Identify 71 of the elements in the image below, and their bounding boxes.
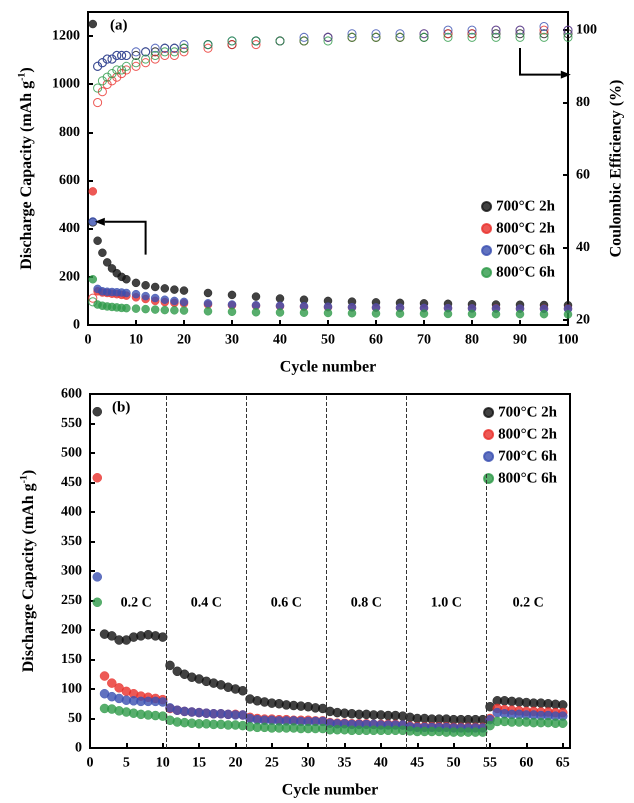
legend-label: 800°C 2h bbox=[496, 220, 556, 236]
x-tick-label: 60 bbox=[519, 756, 534, 770]
y-tick-label: 200 bbox=[61, 622, 82, 638]
x-tick-label: 0 bbox=[86, 756, 94, 770]
x-tick-label: 45 bbox=[410, 756, 424, 770]
legend-label: 800°C 6h bbox=[498, 470, 558, 486]
annotation: (a) bbox=[110, 18, 128, 34]
x-tick-label: 35 bbox=[338, 756, 352, 770]
y2-tick-label: 100 bbox=[576, 22, 597, 38]
y-tick-label: 0 bbox=[73, 318, 80, 332]
legend-label: 700°C 2h bbox=[496, 198, 556, 214]
y-tick-label: 100 bbox=[61, 682, 82, 696]
x-tick-label: 70 bbox=[417, 332, 431, 348]
legend-label: 800°C 2h bbox=[498, 426, 558, 442]
x-tick-label: 5 bbox=[122, 756, 130, 770]
y-tick-label: 350 bbox=[61, 534, 82, 549]
x-tick-label: 40 bbox=[374, 756, 388, 770]
y2-tick-label: 80 bbox=[576, 95, 590, 110]
x-tick-label: 15 bbox=[192, 756, 206, 770]
y-tick-label: 0 bbox=[75, 740, 82, 756]
x-tick-label: 10 bbox=[129, 332, 143, 348]
y-tick-label: 250 bbox=[61, 593, 82, 608]
x-tick-label: 30 bbox=[225, 332, 239, 348]
y-tick-label: 600 bbox=[61, 386, 82, 402]
x-tick-label: 30 bbox=[301, 756, 316, 770]
x-tick-label: 55 bbox=[483, 756, 497, 770]
y-tick-label: 200 bbox=[59, 269, 80, 284]
x-tick-label: 20 bbox=[228, 756, 242, 770]
annotation: 0.2 C bbox=[120, 595, 152, 610]
y-tick-label: 800 bbox=[59, 124, 80, 140]
annotation: 0.2 C bbox=[512, 595, 544, 610]
annotation: 0.6 C bbox=[270, 595, 302, 610]
y-tick-label: 550 bbox=[61, 416, 82, 431]
y-tick-label: 50 bbox=[68, 711, 82, 726]
annotation: 1.0 C bbox=[430, 595, 462, 610]
y-tick-label: 450 bbox=[61, 475, 82, 490]
y2-axis-title: Coulombic Efficiency (%) bbox=[608, 80, 624, 258]
x-tick-label: 10 bbox=[156, 756, 170, 770]
annotation: 0.8 C bbox=[350, 595, 382, 610]
annotation: (b) bbox=[112, 400, 130, 416]
y-tick-label: 400 bbox=[61, 504, 82, 520]
x-tick-label: 100 bbox=[558, 332, 578, 348]
x-axis-title: Cycle number bbox=[282, 782, 378, 798]
x-tick-label: 50 bbox=[446, 756, 461, 770]
y-axis-title: Discharge Capacity (mAh g-1) bbox=[18, 470, 37, 672]
legend-label: 700°C 2h bbox=[498, 404, 558, 420]
x-tick-label: 90 bbox=[513, 332, 527, 348]
x-tick-label: 50 bbox=[321, 332, 335, 348]
x-tick-label: 25 bbox=[264, 756, 279, 770]
legend-label: 700°C 6h bbox=[498, 448, 558, 464]
y-tick-label: 500 bbox=[61, 446, 82, 460]
x-tick-label: 0 bbox=[84, 332, 92, 348]
x-tick-label: 80 bbox=[465, 332, 479, 348]
y2-tick-label: 20 bbox=[576, 312, 590, 328]
legend-label: 700°C 6h bbox=[496, 242, 556, 258]
y-tick-label: 150 bbox=[61, 652, 82, 667]
y2-tick-label: 40 bbox=[576, 240, 590, 255]
y-tick-label: 600 bbox=[59, 173, 80, 188]
y-axis-title: Discharge Capacity (mAh g-1) bbox=[16, 67, 35, 270]
y2-tick-label: 60 bbox=[576, 168, 590, 183]
x-axis-title: Cycle number bbox=[280, 358, 376, 376]
y-tick-label: 400 bbox=[59, 221, 80, 236]
x-tick-label: 20 bbox=[177, 332, 191, 348]
x-tick-label: 60 bbox=[369, 332, 383, 348]
x-tick-label: 40 bbox=[273, 332, 287, 348]
x-tick-label: 65 bbox=[556, 756, 570, 770]
y-tick-label: 300 bbox=[61, 564, 82, 578]
annotation: 0.4 C bbox=[190, 595, 222, 610]
legend-label: 800°C 6h bbox=[496, 264, 556, 280]
y-tick-label: 1000 bbox=[52, 76, 80, 92]
y-tick-label: 1200 bbox=[52, 28, 80, 44]
